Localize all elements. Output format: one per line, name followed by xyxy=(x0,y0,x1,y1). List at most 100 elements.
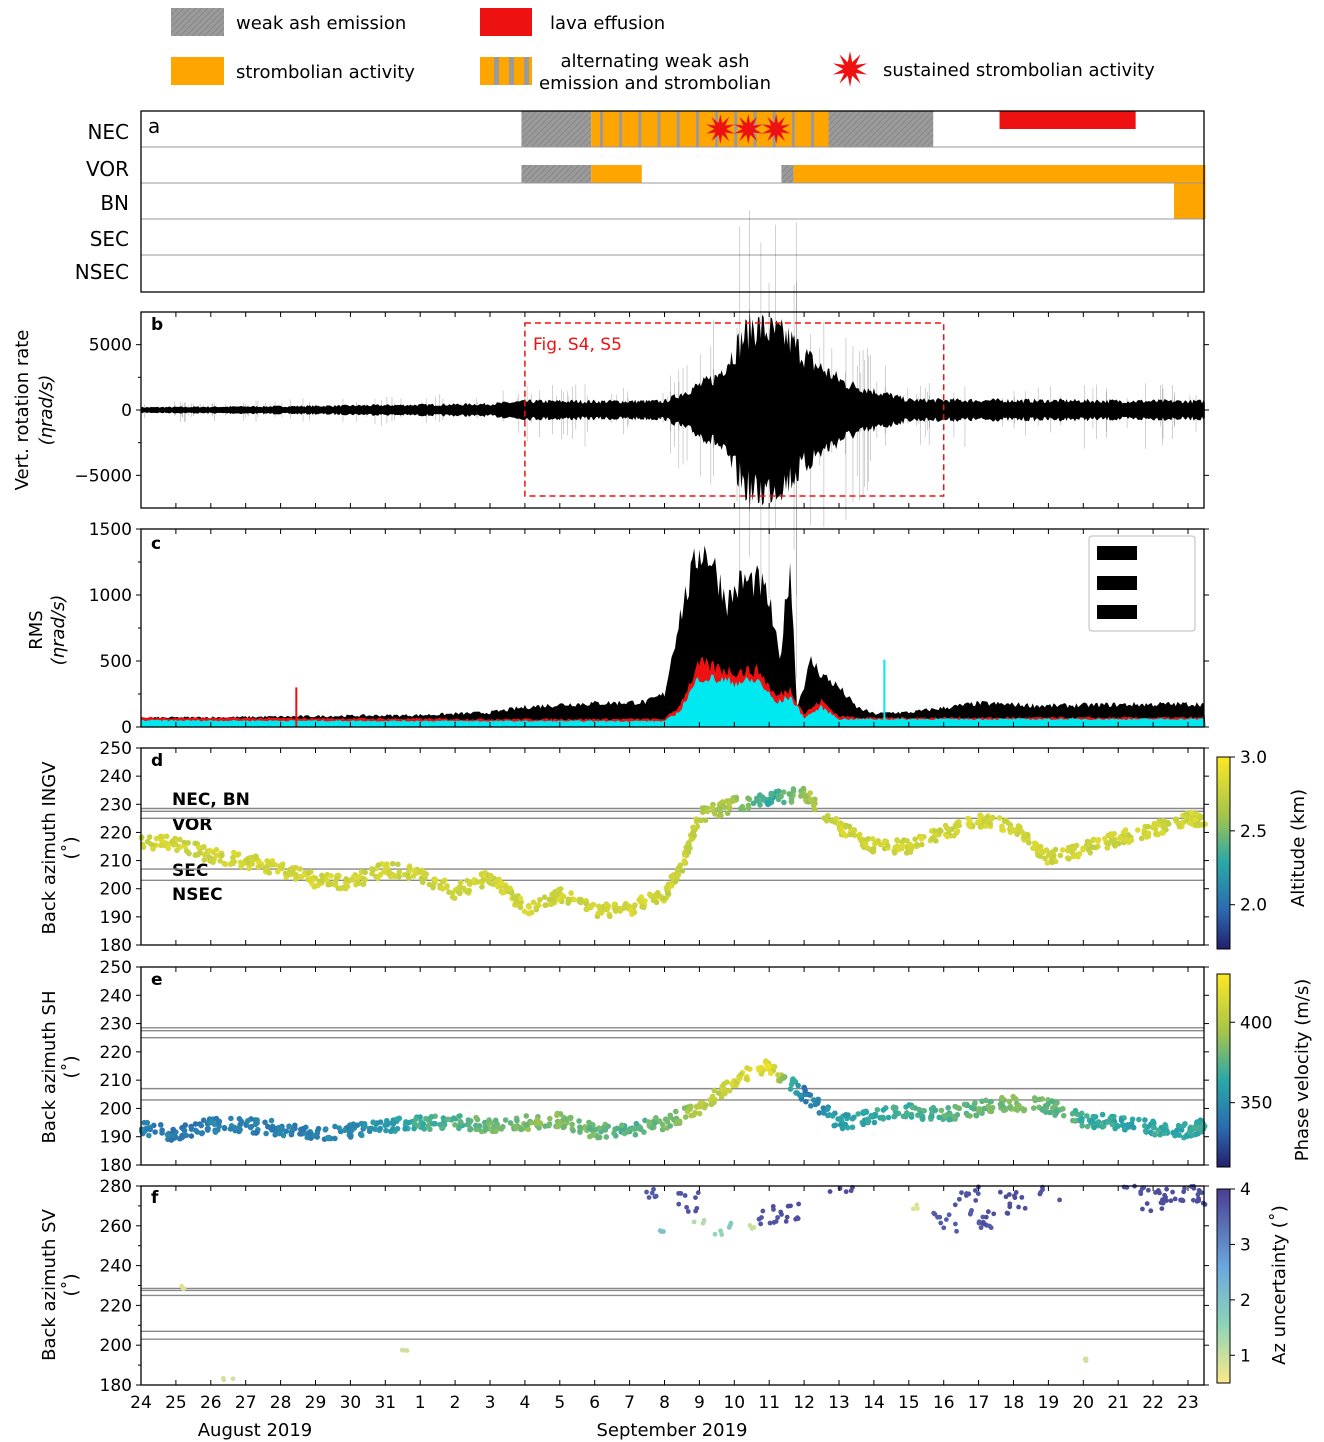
sv-backazimuth-point xyxy=(975,1191,981,1196)
sv-backazimuth-point xyxy=(773,1219,779,1224)
ingv-backazimuth-point xyxy=(1154,831,1161,838)
x-day-label: 26 xyxy=(200,1393,222,1413)
ingv-backazimuth-point xyxy=(975,818,982,825)
sh-backazimuth-point xyxy=(808,1103,814,1109)
sh-backazimuth-point xyxy=(276,1124,283,1131)
panel-d-letter: d xyxy=(151,751,163,771)
sh-backazimuth-point xyxy=(794,1090,801,1096)
sh-backazimuth-point xyxy=(1060,1112,1067,1119)
ingv-backazimuth-point xyxy=(668,883,675,889)
ingv-backazimuth-point xyxy=(333,875,340,882)
y-tick-label: 200 xyxy=(100,1336,132,1356)
sh-backazimuth-point xyxy=(467,1118,474,1124)
ingv-backazimuth-point xyxy=(988,816,994,823)
y-tick-label: 200 xyxy=(100,880,132,900)
panel-b-frame xyxy=(140,311,1205,509)
ingv-backazimuth-point xyxy=(698,817,705,824)
sh-backazimuth-point xyxy=(194,1129,201,1135)
ingv-backazimuth-point xyxy=(757,792,763,798)
ingv-backazimuth-point xyxy=(542,902,548,909)
sh-backazimuth-point xyxy=(631,1126,638,1132)
sh-backazimuth-point xyxy=(836,1116,843,1122)
sv-backazimuth-point xyxy=(785,1203,791,1209)
sv-backazimuth-point xyxy=(946,1212,952,1218)
ingv-backazimuth-point xyxy=(565,900,572,906)
sv-backazimuth-point xyxy=(843,1189,849,1195)
sh-backazimuth-point xyxy=(612,1133,619,1139)
sh-backazimuth-point xyxy=(411,1125,417,1132)
y-tick-label: −5000 xyxy=(74,466,132,486)
sv-backazimuth-point xyxy=(1182,1186,1187,1191)
sh-backazimuth-point xyxy=(192,1121,199,1127)
sv-backazimuth-point xyxy=(931,1210,937,1216)
sv-backazimuth-point xyxy=(1195,1192,1201,1197)
sh-backazimuth-point xyxy=(1142,1117,1148,1123)
ingv-backazimuth-point xyxy=(665,890,672,897)
sh-backazimuth-point xyxy=(815,1098,821,1105)
sh-backazimuth-point xyxy=(659,1121,666,1128)
sh-backazimuth-point xyxy=(987,1099,994,1105)
ingv-backazimuth-point xyxy=(192,840,198,847)
ingv-backazimuth-point xyxy=(718,800,724,806)
ingv-backazimuth-point xyxy=(745,805,752,811)
ingv-backazimuth-point xyxy=(688,836,695,843)
ingv-backazimuth-point xyxy=(356,880,362,886)
ingv-backazimuth-point xyxy=(1095,838,1101,844)
ingv-backazimuth-point xyxy=(583,900,590,907)
sv-backazimuth-point xyxy=(1163,1198,1169,1203)
ingv-backazimuth-point xyxy=(1034,847,1040,853)
x-day-label: 30 xyxy=(340,1393,362,1413)
ingv-backazimuth-point xyxy=(1159,819,1165,826)
panel-b-ylabel-line2: (ηrad/s) xyxy=(36,375,57,446)
ingv-backazimuth-point xyxy=(391,873,398,880)
sv-backazimuth-point xyxy=(837,1186,843,1191)
ingv-backazimuth-point xyxy=(1105,841,1112,847)
ingv-backazimuth-point xyxy=(360,875,367,882)
ingv-backazimuth-point xyxy=(938,828,944,834)
sh-backazimuth-point xyxy=(394,1125,401,1132)
y-tick-label: 280 xyxy=(100,1177,132,1197)
sv-backazimuth-point xyxy=(1172,1196,1178,1202)
sv-backazimuth-point xyxy=(180,1286,186,1292)
sh-backazimuth-point xyxy=(688,1112,695,1119)
ingv-backazimuth-point xyxy=(380,868,387,875)
sv-backazimuth-point xyxy=(1038,1190,1044,1195)
ingv-backazimuth-point xyxy=(480,877,486,883)
ingv-backazimuth-point xyxy=(1189,810,1195,816)
sh-backazimuth-point xyxy=(252,1121,259,1127)
activity-interval xyxy=(999,111,1136,129)
ingv-backazimuth-point xyxy=(738,805,744,812)
ingv-backazimuth-point xyxy=(870,848,877,855)
ingv-backazimuth-point xyxy=(174,847,180,854)
ingv-backazimuth-point xyxy=(781,799,787,806)
sh-backazimuth-point xyxy=(1182,1121,1188,1127)
sh-backazimuth-point xyxy=(227,1126,234,1132)
sh-backazimuth-point xyxy=(457,1119,464,1126)
sh-backazimuth-point xyxy=(1194,1119,1200,1125)
legend-alternating-line1: alternating weak ash xyxy=(560,51,749,72)
sh-backazimuth-point xyxy=(999,1094,1005,1101)
ingv-backazimuth-point xyxy=(1021,833,1028,840)
sv-backazimuth-point xyxy=(649,1190,655,1196)
sh-backazimuth-point xyxy=(711,1087,718,1094)
ingv-backazimuth-point xyxy=(716,813,722,819)
x-day-label: 22 xyxy=(1142,1393,1164,1413)
ingv-backazimuth-point xyxy=(646,891,653,898)
sh-backazimuth-point xyxy=(245,1118,251,1124)
ingv-backazimuth-point xyxy=(865,845,871,852)
sh-backazimuth-point xyxy=(568,1114,574,1121)
ingv-backazimuth-point xyxy=(1076,850,1083,857)
x-day-label: 29 xyxy=(305,1393,327,1413)
ingv-backazimuth-point xyxy=(293,872,299,879)
sh-backazimuth-point xyxy=(589,1132,596,1138)
sh-backazimuth-point xyxy=(667,1114,674,1121)
alternating-interval xyxy=(591,111,829,147)
sh-backazimuth-point xyxy=(452,1121,458,1128)
panel-d-frame xyxy=(140,747,1205,946)
ingv-backazimuth-point xyxy=(1164,819,1171,826)
sh-backazimuth-point xyxy=(554,1112,560,1119)
sh-backazimuth-point xyxy=(542,1123,548,1129)
sh-backazimuth-point xyxy=(370,1119,376,1126)
ingv-backazimuth-point xyxy=(177,836,183,843)
ingv-backazimuth-point xyxy=(1049,859,1055,866)
